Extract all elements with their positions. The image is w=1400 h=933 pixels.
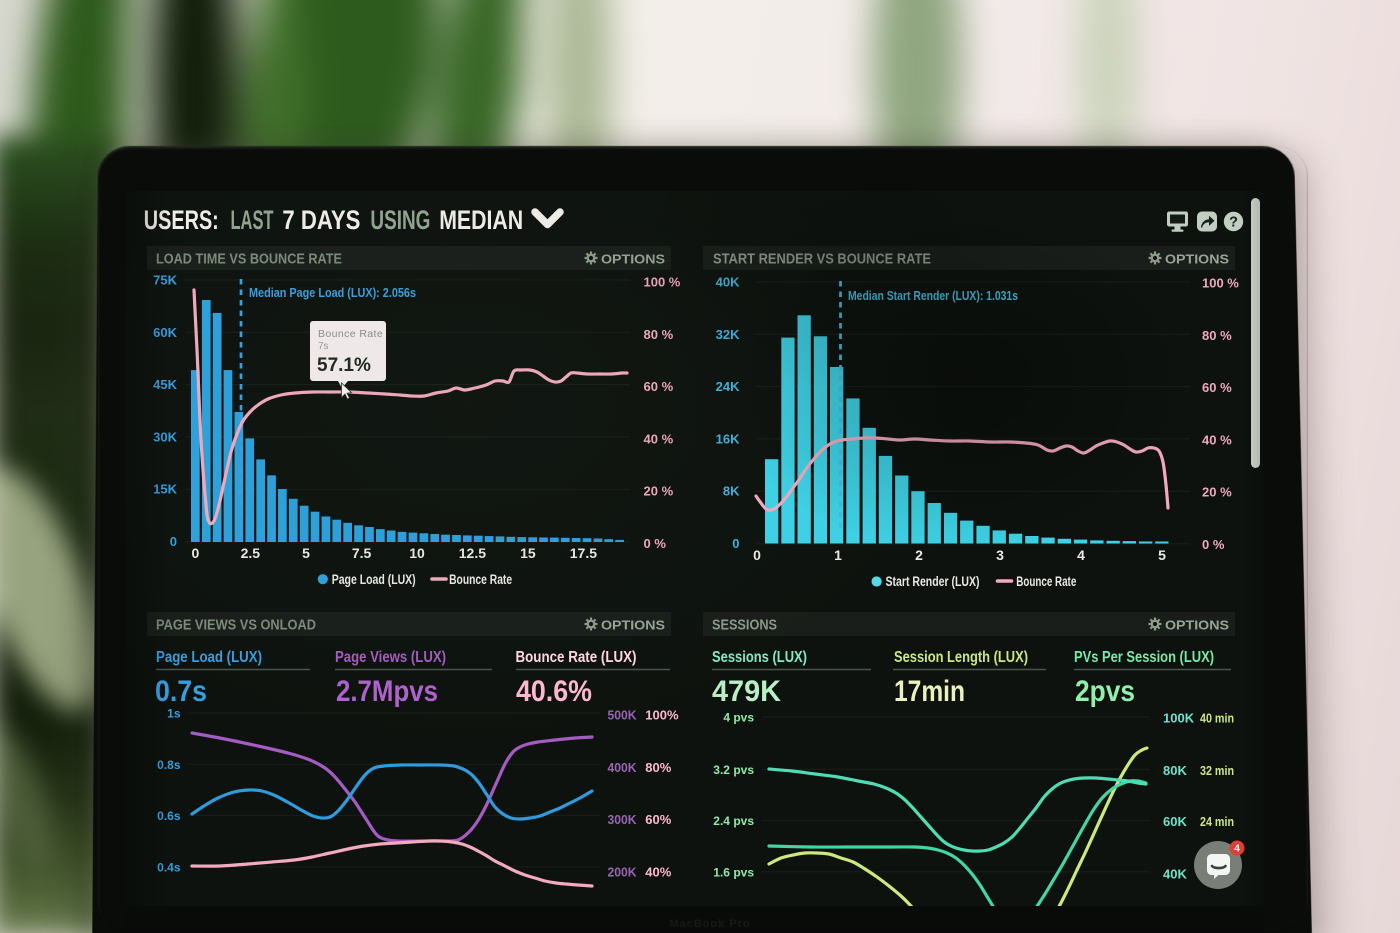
svg-text:0 %: 0 % bbox=[1202, 537, 1225, 552]
svg-text:32K: 32K bbox=[716, 327, 740, 342]
svg-text:4: 4 bbox=[1234, 844, 1240, 855]
svg-text:Page Views (LUX): Page Views (LUX) bbox=[335, 649, 446, 666]
svg-text:60K: 60K bbox=[1163, 814, 1187, 829]
svg-text:LOAD TIME VS BOUNCE RATE: LOAD TIME VS BOUNCE RATE bbox=[156, 252, 342, 268]
svg-text:60 %: 60 % bbox=[644, 379, 674, 394]
svg-text:15K: 15K bbox=[153, 482, 177, 497]
svg-text:Sessions (LUX): Sessions (LUX) bbox=[712, 649, 807, 666]
svg-text:24 min: 24 min bbox=[1200, 814, 1234, 829]
svg-text:7 DAYS: 7 DAYS bbox=[282, 205, 360, 235]
svg-text:OPTIONS: OPTIONS bbox=[1165, 618, 1229, 633]
svg-text:0: 0 bbox=[192, 545, 200, 561]
svg-text:40K: 40K bbox=[716, 275, 740, 290]
svg-text:100K: 100K bbox=[1163, 711, 1195, 726]
svg-text:80%: 80% bbox=[645, 760, 671, 775]
svg-text:0.4s: 0.4s bbox=[157, 860, 181, 874]
svg-text:Page Load (LUX): Page Load (LUX) bbox=[156, 649, 262, 666]
svg-text:3.2 pvs: 3.2 pvs bbox=[713, 763, 754, 777]
svg-text:57.1%: 57.1% bbox=[317, 355, 371, 376]
svg-text:?: ? bbox=[1229, 215, 1238, 231]
svg-text:1: 1 bbox=[834, 547, 842, 563]
svg-text:17.5: 17.5 bbox=[570, 545, 597, 561]
svg-text:1.6 pvs: 1.6 pvs bbox=[713, 865, 754, 879]
svg-text:60%: 60% bbox=[645, 812, 671, 827]
svg-text:3: 3 bbox=[996, 547, 1004, 563]
svg-text:2.4 pvs: 2.4 pvs bbox=[713, 814, 754, 828]
svg-text:PAGE VIEWS VS ONLOAD: PAGE VIEWS VS ONLOAD bbox=[156, 618, 316, 634]
svg-text:LAST: LAST bbox=[231, 205, 274, 235]
svg-text:7.5: 7.5 bbox=[352, 545, 372, 561]
svg-text:479K: 479K bbox=[712, 675, 781, 708]
svg-text:20 %: 20 % bbox=[644, 484, 674, 499]
svg-text:4 pvs: 4 pvs bbox=[723, 711, 754, 725]
svg-text:2: 2 bbox=[915, 547, 923, 563]
svg-text:2.5: 2.5 bbox=[241, 545, 261, 561]
svg-text:12.5: 12.5 bbox=[459, 545, 486, 561]
svg-text:MEDIAN: MEDIAN bbox=[439, 205, 523, 235]
svg-text:0.7s: 0.7s bbox=[155, 675, 207, 708]
svg-text:OPTIONS: OPTIONS bbox=[601, 618, 665, 633]
svg-text:32 min: 32 min bbox=[1200, 763, 1234, 778]
svg-text:10: 10 bbox=[409, 545, 425, 561]
svg-text:45K: 45K bbox=[153, 377, 177, 392]
svg-text:8K: 8K bbox=[723, 484, 740, 499]
svg-text:40 %: 40 % bbox=[1202, 432, 1232, 447]
svg-text:15: 15 bbox=[520, 545, 536, 561]
svg-text:1s: 1s bbox=[167, 707, 181, 721]
svg-text:7s: 7s bbox=[318, 341, 329, 352]
svg-text:USERS:: USERS: bbox=[144, 205, 219, 235]
svg-text:40 %: 40 % bbox=[644, 431, 674, 446]
svg-text:100 %: 100 % bbox=[644, 275, 681, 290]
svg-text:80 %: 80 % bbox=[644, 327, 674, 342]
svg-text:Bounce Rate (LUX): Bounce Rate (LUX) bbox=[516, 649, 637, 666]
svg-text:100 %: 100 % bbox=[1202, 276, 1239, 291]
svg-text:OPTIONS: OPTIONS bbox=[1165, 252, 1229, 267]
svg-text:80 %: 80 % bbox=[1202, 328, 1232, 343]
svg-text:Median Page Load (LUX): 2.056s: Median Page Load (LUX): 2.056s bbox=[249, 286, 416, 300]
svg-text:2.7Mpvs: 2.7Mpvs bbox=[336, 675, 438, 708]
svg-text:0: 0 bbox=[732, 536, 739, 551]
svg-text:Bounce Rate: Bounce Rate bbox=[1016, 574, 1076, 589]
svg-text:4: 4 bbox=[1077, 547, 1085, 563]
svg-text:16K: 16K bbox=[716, 431, 740, 446]
svg-text:80K: 80K bbox=[1163, 763, 1187, 778]
svg-text:60K: 60K bbox=[153, 325, 177, 340]
svg-text:Start Render (LUX): Start Render (LUX) bbox=[886, 574, 980, 589]
svg-text:Median Start Render (LUX): 1.0: Median Start Render (LUX): 1.031s bbox=[848, 289, 1018, 303]
svg-text:200K: 200K bbox=[608, 864, 638, 879]
svg-text:5: 5 bbox=[1158, 547, 1166, 563]
svg-text:30K: 30K bbox=[153, 429, 177, 444]
svg-text:0 %: 0 % bbox=[644, 536, 667, 551]
svg-text:2pvs: 2pvs bbox=[1075, 675, 1135, 708]
svg-text:SESSIONS: SESSIONS bbox=[712, 618, 777, 634]
svg-text:Page Load (LUX): Page Load (LUX) bbox=[332, 572, 416, 587]
svg-text:0: 0 bbox=[753, 547, 761, 563]
svg-text:0.8s: 0.8s bbox=[157, 758, 181, 772]
svg-text:Bounce Rate: Bounce Rate bbox=[318, 328, 383, 340]
svg-text:500K: 500K bbox=[608, 708, 638, 723]
svg-text:24K: 24K bbox=[716, 379, 740, 394]
svg-text:60 %: 60 % bbox=[1202, 380, 1232, 395]
svg-text:5: 5 bbox=[302, 545, 310, 561]
svg-text:USING: USING bbox=[370, 205, 430, 235]
svg-text:400K: 400K bbox=[608, 760, 638, 775]
svg-text:0.6s: 0.6s bbox=[157, 809, 181, 823]
svg-text:300K: 300K bbox=[608, 812, 638, 827]
svg-text:40.6%: 40.6% bbox=[516, 675, 592, 708]
svg-text:START RENDER VS BOUNCE RATE: START RENDER VS BOUNCE RATE bbox=[713, 252, 931, 268]
svg-text:OPTIONS: OPTIONS bbox=[601, 252, 665, 267]
svg-text:20 %: 20 % bbox=[1202, 485, 1232, 500]
svg-text:40 min: 40 min bbox=[1200, 711, 1234, 726]
svg-text:Bounce Rate: Bounce Rate bbox=[449, 572, 512, 587]
svg-text:75K: 75K bbox=[153, 273, 177, 288]
svg-text:17min: 17min bbox=[894, 675, 965, 708]
svg-text:0: 0 bbox=[170, 534, 177, 549]
svg-text:40K: 40K bbox=[1163, 866, 1187, 881]
svg-text:40%: 40% bbox=[645, 864, 671, 879]
svg-text:Session Length (LUX): Session Length (LUX) bbox=[894, 649, 1028, 666]
svg-text:100%: 100% bbox=[645, 708, 679, 723]
svg-text:PVs Per Session (LUX): PVs Per Session (LUX) bbox=[1074, 649, 1214, 666]
